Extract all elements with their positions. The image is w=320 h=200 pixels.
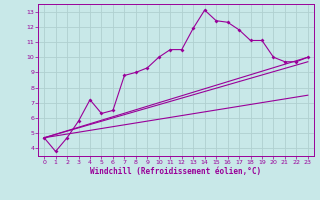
X-axis label: Windchill (Refroidissement éolien,°C): Windchill (Refroidissement éolien,°C) (91, 167, 261, 176)
